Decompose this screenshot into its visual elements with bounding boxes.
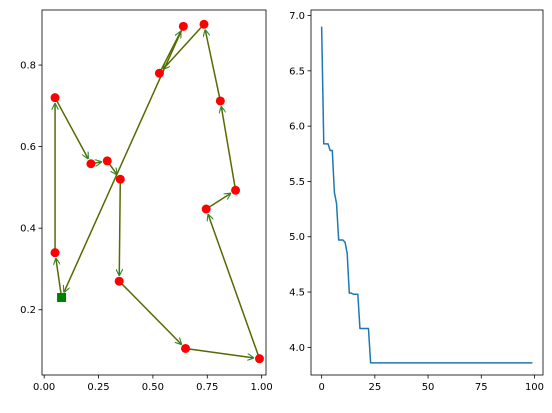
cost-x-axis: 0 25 50 75 100 bbox=[318, 375, 544, 393]
city-point bbox=[181, 343, 191, 353]
route-y-tick-label: 0.6 bbox=[20, 142, 36, 153]
city-point bbox=[50, 93, 60, 103]
route-segment bbox=[56, 259, 63, 298]
route-segment bbox=[208, 215, 261, 359]
route-segment bbox=[185, 347, 254, 357]
cost-y-tick-label: 6.5 bbox=[289, 66, 305, 77]
route-segment bbox=[205, 30, 222, 102]
route-segment bbox=[205, 193, 230, 210]
start-point bbox=[57, 293, 67, 303]
city-point bbox=[178, 21, 188, 31]
cost-series-line bbox=[320, 26, 533, 364]
route-x-tick-label: 0.00 bbox=[33, 382, 55, 393]
route-segment bbox=[64, 26, 185, 292]
city-point bbox=[50, 248, 60, 258]
city-point bbox=[231, 185, 241, 195]
route-segment bbox=[118, 280, 181, 344]
city-point bbox=[86, 159, 96, 169]
route-chart: 0.00 0.25 0.50 0.75 1.00 0.2 0.4 0.6 0.8 bbox=[20, 9, 273, 393]
route-y-tick-label: 0.2 bbox=[20, 305, 36, 316]
route-y-tick-label: 0.8 bbox=[20, 61, 36, 72]
route-x-tick-label: 0.75 bbox=[196, 382, 218, 393]
city-point bbox=[254, 354, 264, 364]
city-point bbox=[154, 68, 164, 78]
city-point bbox=[199, 19, 209, 29]
route-x-tick-label: 1.00 bbox=[251, 382, 273, 393]
cost-y-tick-label: 6.0 bbox=[289, 122, 305, 133]
city-point bbox=[215, 96, 225, 106]
cost-y-tick-label: 5.5 bbox=[289, 177, 305, 188]
city-point bbox=[201, 204, 211, 214]
city-point bbox=[115, 174, 125, 184]
route-x-axis: 0.00 0.25 0.50 0.75 1.00 bbox=[33, 375, 273, 393]
route-y-axis: 0.2 0.4 0.6 0.8 bbox=[20, 61, 42, 316]
route-y-tick-label: 0.4 bbox=[20, 224, 36, 235]
route-segment bbox=[54, 97, 88, 159]
cost-y-tick-label: 7.0 bbox=[289, 11, 305, 22]
cost-marks bbox=[320, 26, 533, 364]
route-segment bbox=[119, 179, 120, 275]
cost-x-tick-label: 75 bbox=[475, 382, 488, 393]
cost-y-axis: 4.0 4.5 5.0 5.5 6.0 6.5 7.0 bbox=[289, 11, 311, 354]
city-point bbox=[114, 276, 124, 286]
cost-x-tick-label: 25 bbox=[368, 382, 381, 393]
route-x-tick-label: 0.25 bbox=[87, 382, 109, 393]
cost-x-tick-label: 100 bbox=[525, 382, 544, 393]
route-marks bbox=[50, 19, 264, 364]
cost-chart-frame bbox=[310, 9, 544, 376]
route-segment bbox=[163, 23, 205, 69]
cost-x-tick-label: 0 bbox=[318, 382, 324, 393]
cost-x-tick-label: 50 bbox=[422, 382, 435, 393]
route-chart-frame bbox=[41, 9, 267, 376]
cost-y-tick-label: 4.0 bbox=[289, 343, 305, 354]
cost-chart: 0 25 50 75 100 4.0 4.5 5.0 5.5 6.0 6.5 7.0 bbox=[289, 9, 544, 393]
cost-y-tick-label: 4.5 bbox=[289, 288, 305, 299]
cost-y-tick-label: 5.0 bbox=[289, 232, 305, 243]
route-x-tick-label: 0.50 bbox=[142, 382, 164, 393]
route-segment bbox=[221, 107, 237, 191]
city-point bbox=[102, 156, 112, 166]
